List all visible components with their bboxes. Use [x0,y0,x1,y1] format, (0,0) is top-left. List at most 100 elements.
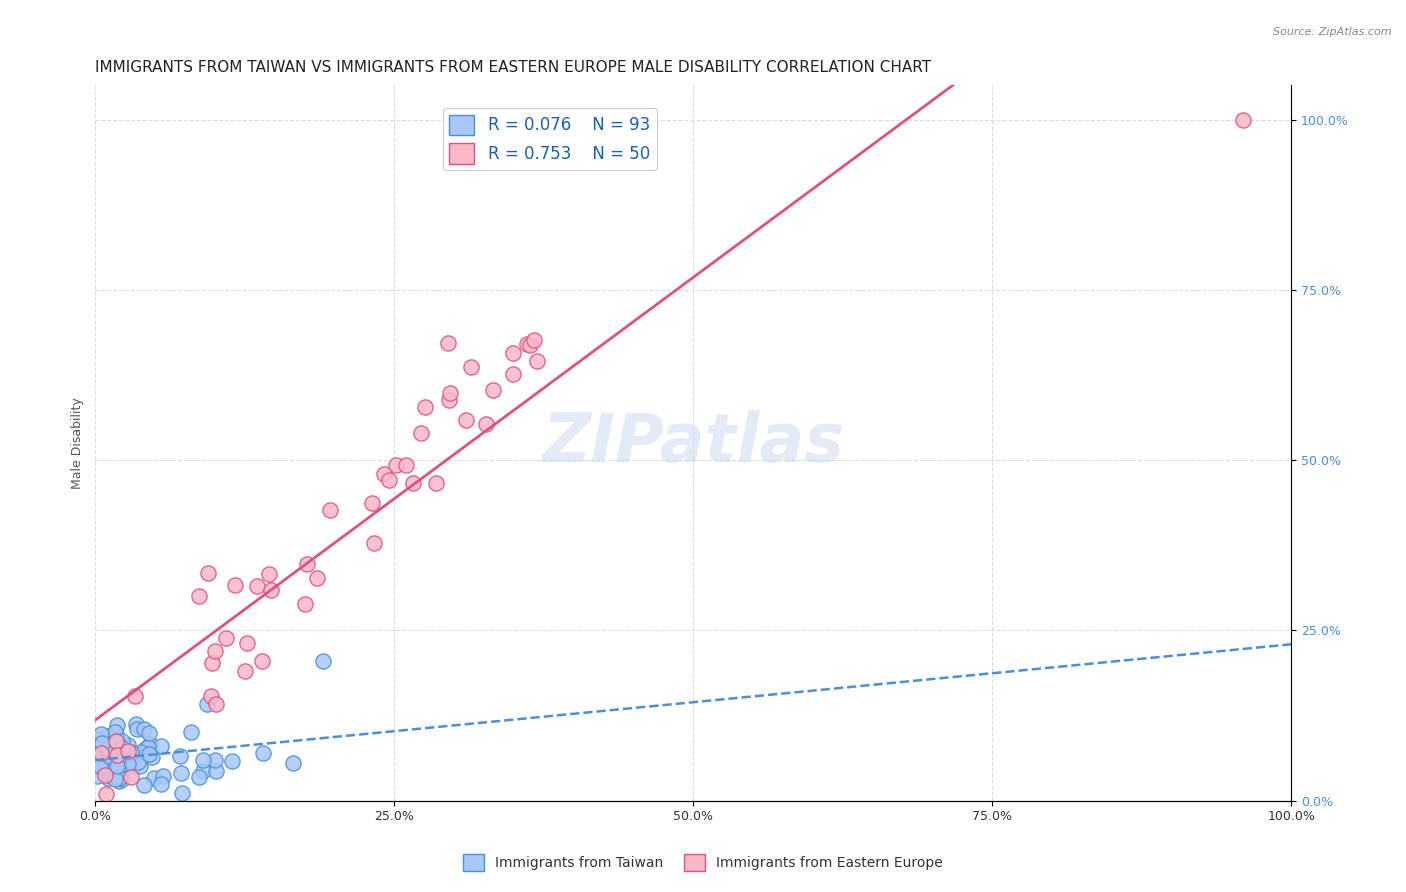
Point [112,743,135,757]
Point [180,725,202,739]
Point [94,759,117,773]
Point [87,749,110,764]
Point [90,736,112,750]
Point [425,476,447,491]
Point [108,759,131,773]
Point [221,754,243,768]
Point [111,733,134,747]
Point [436,336,458,351]
Point [482,384,505,398]
Point [108,760,131,774]
Point [98,749,121,764]
Point [124,748,146,763]
Point [1232,112,1254,127]
Point [305,571,328,585]
Point [96,729,118,743]
Point [294,597,316,611]
Point [250,654,273,668]
Point [134,742,156,756]
Point [97,768,120,782]
Point [526,353,548,368]
Point [115,747,138,761]
Point [93,765,115,780]
Point [474,417,496,432]
Point [454,412,477,426]
Point [516,336,538,351]
Point [108,772,131,786]
Point [117,756,139,771]
Point [170,786,193,800]
Point [128,759,150,773]
Point [100,742,122,756]
Point [152,769,174,783]
Point [120,745,142,759]
Point [363,536,385,550]
Point [107,759,129,773]
Point [122,759,145,773]
Point [94,787,117,801]
Point [105,763,128,777]
Point [107,760,129,774]
Point [188,770,211,784]
Point [252,746,274,760]
Point [93,751,115,765]
Point [204,764,226,778]
Text: IMMIGRANTS FROM TAIWAN VS IMMIGRANTS FROM EASTERN EUROPE MALE DISABILITY CORRELA: IMMIGRANTS FROM TAIWAN VS IMMIGRANTS FRO… [96,60,932,75]
Point [104,755,127,769]
Point [295,557,318,571]
Point [87,743,110,757]
Point [87,756,110,770]
Point [402,476,425,491]
Point [93,758,115,772]
Point [96,771,118,785]
Point [236,635,259,649]
Point [127,755,149,769]
Point [205,697,228,711]
Point [136,739,159,754]
Point [104,725,127,739]
Point [138,747,160,761]
Point [197,566,219,580]
Point [103,772,125,786]
Point [101,738,124,752]
Point [204,643,226,657]
Point [502,346,524,360]
Point [132,778,155,792]
Point [361,496,384,510]
Point [150,776,173,790]
Point [110,760,132,774]
Point [86,747,108,761]
Point [195,697,218,711]
Point [409,425,432,440]
Point [86,733,108,747]
Point [281,756,304,771]
Point [233,664,256,678]
Point [107,774,129,789]
Point [91,737,114,751]
Point [149,739,172,753]
Point [519,338,541,352]
Point [107,751,129,765]
Point [224,578,246,592]
Point [117,738,139,752]
Point [413,400,436,414]
Point [105,718,128,732]
Point [104,733,127,747]
Point [111,742,134,756]
Point [439,385,461,400]
Point [384,458,406,473]
Point [191,753,214,767]
Point [191,764,214,778]
Point [188,589,211,603]
Point [260,582,283,597]
Point [101,755,124,769]
Point [112,758,135,772]
Point [94,768,117,782]
Point [200,690,222,704]
Point [97,766,120,780]
Point [131,751,153,765]
Point [125,716,148,731]
Point [170,766,193,780]
Point [204,753,226,767]
Point [105,726,128,740]
